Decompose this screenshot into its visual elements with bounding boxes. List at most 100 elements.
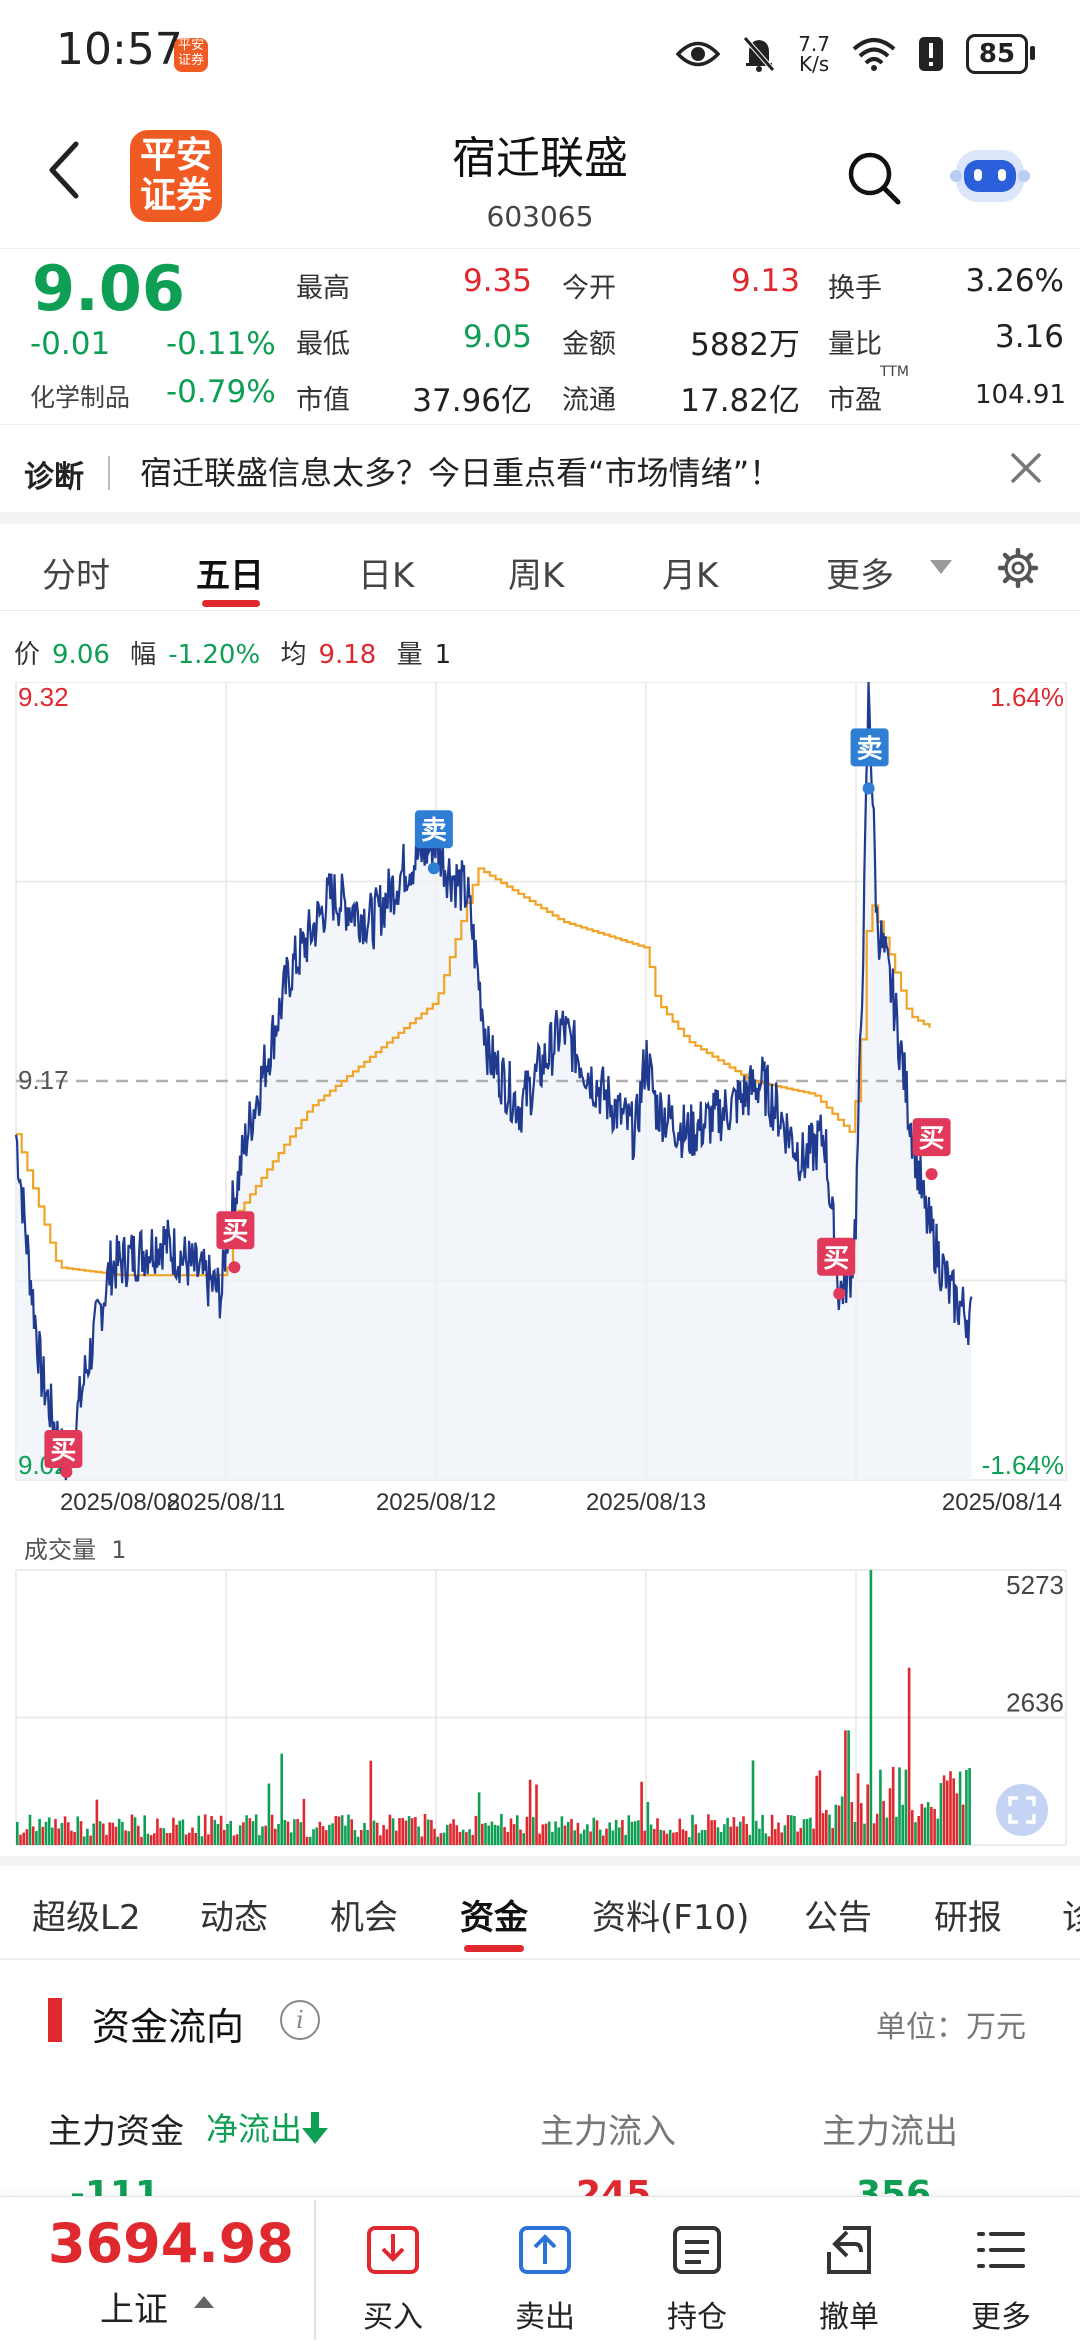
main-funds-label: 主力资金 [48,2112,184,2152]
price-change: -0.01 [30,326,111,362]
quote-value: 3.26% [965,263,1064,299]
tab-news[interactable]: 动态 [200,1898,268,1938]
volume-bar [764,1833,768,1845]
volume-bar [312,1829,315,1845]
industry-name[interactable]: 化学制品 [30,383,131,412]
tab-f10[interactable]: 资料(F10) [592,1898,750,1938]
sell-marker [414,810,453,849]
buy-button[interactable]: 买入 [338,2222,448,2336]
index-name[interactable]: 上证 [100,2290,168,2330]
cancel-order-button[interactable]: 撤单 [794,2222,904,2336]
main-outflow-label: 主力流出 [822,2112,958,2152]
volume-bar [939,1783,943,1845]
volume-bar [920,1803,924,1845]
tab-weekly-k[interactable]: 周K [508,556,565,596]
volume-bar [382,1825,385,1845]
volume-bar [19,1834,22,1845]
volume-bar [54,1818,57,1845]
tab-funds[interactable]: 资金 [460,1898,528,1938]
caret-up-icon[interactable] [194,2296,214,2308]
bell-muted-icon [743,36,776,72]
volume-bar [805,1819,809,1845]
trade-point [925,1168,938,1181]
date-tick-label: 2025/08/14 [942,1489,1062,1516]
volume-bar [780,1832,783,1845]
volume-bar [560,1816,564,1845]
volume-bar [869,1570,873,1845]
chevron-down-icon[interactable] [930,560,952,574]
volume-bar [557,1827,560,1845]
volume-bar [379,1835,382,1845]
tab-super-l2[interactable]: 超级L2 [32,1898,141,1938]
quote-value: 17.82亿 [680,383,800,419]
diagnosis-text[interactable]: 宿迁联盛信息太多？今日重点看“市场情绪”！ [140,454,782,492]
volume-bar [790,1815,793,1845]
volume-bar [487,1825,490,1845]
gear-icon[interactable] [998,548,1038,588]
net-outflow-badge: 净流出 [206,2104,329,2150]
volume-bar [551,1831,554,1845]
tab-five-day[interactable]: 五日 [196,556,264,596]
volume-bar [63,1816,67,1845]
volume-bar [573,1830,576,1845]
tab-monthly-k[interactable]: 月K [662,556,719,596]
volume-bar [554,1821,557,1845]
sell-button[interactable]: 卖出 [490,2222,600,2336]
volume-bar [614,1819,618,1845]
volume-bar [856,1773,860,1845]
volume-bar [506,1831,510,1845]
pct-min-label: -1.64% [982,1450,1064,1480]
buy-marker [44,1430,83,1469]
volume-bar [678,1818,682,1845]
tab-daily-k[interactable]: 日K [358,556,415,596]
volume-bar [751,1760,755,1845]
close-icon[interactable] [1006,448,1046,488]
quote-value: 3.16 [994,319,1064,355]
more-button[interactable]: 更多 [946,2222,1056,2336]
volume-bar [965,1770,968,1845]
expand-chart-button[interactable] [996,1784,1048,1836]
holdings-button[interactable]: 持仓 [642,2222,752,2336]
volume-bar [372,1820,376,1845]
volume-chart[interactable]: 5273 2636 [0,1510,1080,1855]
volume-bar [844,1730,847,1845]
info-icon[interactable]: i [280,2000,320,2040]
volume-bar [942,1775,946,1845]
volume-bar [331,1823,334,1845]
volume-bar [337,1816,341,1845]
volume-bar [716,1827,720,1845]
back-arrow-icon[interactable] [44,140,84,200]
volume-bar [159,1827,162,1845]
volume-bar [410,1818,414,1845]
wifi-icon [852,38,896,71]
volume-bar [872,1823,876,1845]
volume-bar [917,1816,920,1845]
search-icon[interactable] [846,150,902,206]
volume-bar [739,1821,742,1845]
volume-bar [618,1827,621,1845]
volume-bar [363,1823,366,1845]
volume-bar [538,1833,541,1845]
tab-more[interactable]: 更多 [826,556,894,596]
tab-intraday[interactable]: 分时 [42,556,110,596]
volume-bar [503,1827,506,1845]
tab-announcement[interactable]: 公告 [804,1898,872,1938]
volume-bar [490,1821,494,1845]
volume-bar [213,1819,217,1845]
volume-bar [38,1818,41,1845]
date-tick-label: 2025/08/11 [167,1489,285,1516]
tab-diagnosis[interactable]: 诊 [1062,1898,1080,1938]
volume-bar [121,1821,124,1845]
assistant-robot-icon[interactable] [950,140,1030,212]
diagnosis-banner[interactable] [0,424,1080,517]
volume-bar [407,1816,411,1845]
tab-opportunity[interactable]: 机会 [330,1898,398,1938]
volume-bar [911,1810,914,1845]
volume-bar [137,1825,140,1845]
volume-bar [891,1766,895,1845]
tab-research[interactable]: 研报 [934,1898,1002,1938]
index-value[interactable]: 3694.98 [48,2212,294,2275]
y-mid-label: 9.17 [18,1065,69,1095]
main-inflow-label: 主力流入 [540,2112,676,2152]
